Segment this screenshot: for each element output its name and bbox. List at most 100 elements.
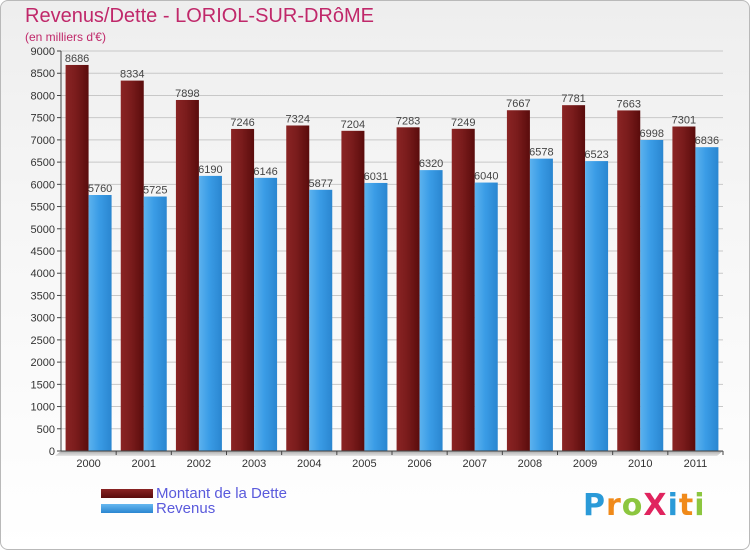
value-label-revenus-2007: 6040 xyxy=(474,171,498,183)
value-label-dette-2008: 7667 xyxy=(506,98,530,110)
grid-lines xyxy=(61,50,723,430)
x-tick-label-2005: 2005 xyxy=(352,458,376,470)
value-label-revenus-2001: 5725 xyxy=(143,185,167,197)
logo-letter: i xyxy=(694,488,706,523)
value-label-dette-2004: 7324 xyxy=(286,113,310,125)
logo-letter: P xyxy=(583,488,606,523)
x-tick-label-2001: 2001 xyxy=(132,458,156,470)
bar-revenus-2001 xyxy=(143,196,167,451)
value-label-dette-2000: 8686 xyxy=(65,53,89,65)
x-tick-label-2009: 2009 xyxy=(573,458,597,470)
y-tick-label: 9000 xyxy=(31,46,55,58)
y-tick-label: 2000 xyxy=(31,357,55,369)
value-label-dette-2011: 7301 xyxy=(672,115,696,127)
value-label-revenus-2004: 5877 xyxy=(309,178,333,190)
bar-revenus-2008 xyxy=(529,158,553,451)
bar-dette-2009 xyxy=(562,105,586,451)
legend-swatch-dette xyxy=(101,489,153,498)
y-tick-label: 5500 xyxy=(31,202,55,214)
y-tick-label: 2500 xyxy=(31,335,55,347)
bar-dette-2007 xyxy=(451,128,475,452)
bar-dette-2003 xyxy=(231,128,255,451)
value-labels: 8686 5760 8334 5725 7898 6190 7246 6146 7324 5877… xyxy=(65,53,719,197)
x-tick-label-2011: 2011 xyxy=(684,458,708,470)
bar-revenus-2004 xyxy=(309,189,333,452)
y-tick-label: 5000 xyxy=(31,224,55,236)
bar-dette-2005 xyxy=(341,130,365,452)
y-tick-label: 500 xyxy=(37,424,55,436)
proxiti-logo: ProXiti xyxy=(583,488,706,523)
value-label-dette-2006: 7283 xyxy=(396,115,420,127)
value-label-revenus-2003: 6146 xyxy=(253,166,277,178)
value-label-dette-2007: 7249 xyxy=(451,117,475,129)
y-tick-label: 4000 xyxy=(31,268,55,280)
value-label-revenus-2008: 6578 xyxy=(529,147,553,159)
bar-revenus-2011 xyxy=(695,147,719,451)
x-axis-ticks: 2000 2001 2002 2003 2004 2005 2006 2007 2008 2009… xyxy=(76,451,724,470)
value-label-dette-2003: 7246 xyxy=(230,117,254,129)
chart-subtitle: (en milliers d'€) xyxy=(25,30,106,44)
value-label-dette-2009: 7781 xyxy=(561,93,585,105)
x-tick-label-2003: 2003 xyxy=(242,458,266,470)
value-label-dette-2001: 8334 xyxy=(120,69,144,81)
value-label-revenus-2002: 6190 xyxy=(198,164,222,176)
value-label-dette-2002: 7898 xyxy=(175,88,199,100)
bar-dette-2001 xyxy=(120,80,144,451)
y-tick-label: 1500 xyxy=(31,379,55,391)
y-tick-label: 4500 xyxy=(31,246,55,258)
y-tick-label: 3000 xyxy=(31,313,55,325)
x-tick-label-2000: 2000 xyxy=(76,458,100,470)
value-label-revenus-2011: 6836 xyxy=(695,135,719,147)
value-label-revenus-2009: 6523 xyxy=(584,149,608,161)
value-label-revenus-2005: 6031 xyxy=(364,171,388,183)
legend-label-dette: Montant de la Dette xyxy=(156,485,287,502)
y-tick-label: 8500 xyxy=(31,68,55,80)
x-tick-label-2004: 2004 xyxy=(297,458,321,470)
logo-letter: X xyxy=(643,488,668,523)
x-tick-label-2008: 2008 xyxy=(518,458,542,470)
y-tick-label: 1000 xyxy=(31,402,55,414)
bar-revenus-2002 xyxy=(198,175,222,451)
bar-dette-2002 xyxy=(175,99,199,451)
bar-revenus-2007 xyxy=(474,182,498,452)
bar-dette-2011 xyxy=(672,126,696,451)
y-tick-label: 7500 xyxy=(31,113,55,125)
x-tick-label-2010: 2010 xyxy=(628,458,652,470)
bar-dette-2004 xyxy=(286,125,310,451)
chart-title: Revenus/Dette - LORIOL-SUR-DRôME xyxy=(25,5,374,27)
bar-revenus-2003 xyxy=(254,177,278,451)
y-axis-ticks: 0 500 1000 1500 2000 2500 3000 3500 4000 4500 5000… xyxy=(31,46,61,458)
value-label-revenus-2000: 5760 xyxy=(88,183,112,195)
logo-letter: i xyxy=(667,488,679,523)
x-tick-label-2006: 2006 xyxy=(407,458,431,470)
logo-letter: o xyxy=(621,488,644,523)
legend-label-revenus: Revenus xyxy=(156,500,216,517)
bar-revenus-2000 xyxy=(88,195,112,451)
x-tick-label-2007: 2007 xyxy=(463,458,487,470)
logo-letter: r xyxy=(606,488,622,523)
bar-revenus-2005 xyxy=(364,182,388,451)
logo-letter: t xyxy=(678,488,695,523)
y-tick-label: 0 xyxy=(49,446,55,458)
y-tick-label: 6500 xyxy=(31,157,55,169)
bar-dette-2000 xyxy=(65,64,89,451)
y-tick-label: 8000 xyxy=(31,90,55,102)
bar-revenus-2006 xyxy=(419,170,443,451)
y-tick-label: 3500 xyxy=(31,290,55,302)
value-label-revenus-2006: 6320 xyxy=(419,158,443,170)
bar-dette-2008 xyxy=(506,110,530,451)
value-label-revenus-2010: 6998 xyxy=(640,128,664,140)
bar-dette-2010 xyxy=(617,110,641,451)
bar-revenus-2010 xyxy=(640,139,664,451)
legend-swatch-revenus xyxy=(101,504,153,513)
plot-floor xyxy=(55,451,723,456)
y-tick-label: 7000 xyxy=(31,135,55,147)
bar-dette-2006 xyxy=(396,127,420,452)
x-tick-label-2002: 2002 xyxy=(187,458,211,470)
y-tick-label: 6000 xyxy=(31,179,55,191)
bars xyxy=(65,64,719,452)
value-label-dette-2005: 7204 xyxy=(341,119,365,131)
value-label-dette-2010: 7663 xyxy=(617,98,641,110)
